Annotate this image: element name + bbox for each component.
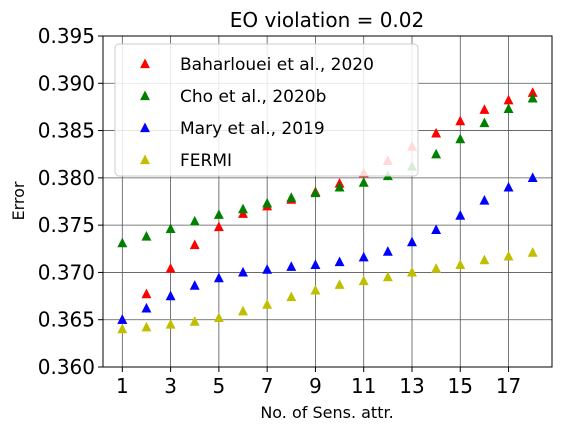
data-point — [141, 321, 152, 332]
data-point — [238, 266, 248, 277]
plot-frame — [102, 35, 553, 368]
y-tick-label: 0.390 — [38, 71, 95, 95]
y-tick-label: 0.370 — [38, 260, 95, 284]
data-point — [479, 195, 490, 205]
legend-marker — [140, 58, 150, 69]
data-point — [503, 250, 514, 261]
legend-marker — [140, 90, 150, 101]
data-point — [334, 181, 345, 192]
legend-label: FERMI — [180, 151, 232, 171]
data-point — [238, 203, 248, 214]
legend-marker — [140, 154, 150, 165]
data-point — [431, 148, 442, 159]
data-point — [213, 312, 224, 322]
data-point — [527, 92, 538, 103]
legend-label: Cho et al., 2020b — [180, 87, 326, 107]
data-point — [189, 280, 200, 290]
y-tick-label: 0.380 — [38, 166, 95, 190]
data-point — [262, 299, 273, 309]
data-point — [189, 316, 200, 326]
data-point — [527, 87, 538, 97]
x-tick-label: 9 — [309, 374, 322, 398]
data-point — [479, 117, 490, 128]
legend: Baharlouei et al., 2020 Cho et al., 2020b… — [114, 43, 419, 177]
data-point — [358, 177, 369, 187]
data-point — [165, 263, 176, 273]
data-point — [382, 246, 393, 256]
data-point — [455, 133, 466, 144]
legend-label: Baharlouei et al., 2020 — [180, 55, 374, 75]
x-tick-label: 11 — [351, 374, 376, 398]
y-axis-label: Error — [9, 181, 28, 220]
legend-box — [114, 43, 419, 177]
data-point — [431, 127, 442, 138]
y-tick-label: 0.395 — [38, 24, 95, 48]
data-point — [262, 197, 273, 208]
x-axis-label: No. of Sens. attr. — [260, 403, 393, 422]
x-tick-label: 5 — [213, 374, 226, 398]
x-tick-label: 1 — [116, 374, 129, 398]
chart-title: EO violation = 0.02 — [230, 8, 425, 32]
data-point — [455, 210, 466, 220]
y-tick-label: 0.365 — [38, 308, 95, 332]
x-tick-label: 17 — [496, 374, 521, 398]
data-point — [286, 291, 297, 302]
data-point — [407, 236, 417, 247]
data-point — [358, 275, 369, 286]
data-point — [358, 251, 369, 262]
data-point — [455, 259, 466, 269]
data-point — [527, 172, 538, 182]
legend-marker — [140, 122, 150, 133]
data-point — [262, 264, 273, 274]
x-tick-label: 13 — [399, 374, 424, 398]
data-point — [117, 314, 128, 324]
data-point — [382, 271, 393, 282]
data-point — [527, 247, 538, 257]
data-point — [141, 302, 152, 313]
data-point — [165, 290, 176, 301]
data-point — [431, 263, 442, 273]
x-tick-label: 7 — [261, 374, 274, 398]
data-point — [286, 261, 297, 271]
data-point — [213, 221, 224, 232]
data-point — [455, 115, 466, 126]
data-point — [503, 94, 514, 105]
data-point — [479, 254, 490, 265]
data-point — [189, 239, 200, 250]
data-point — [238, 305, 248, 316]
data-point — [189, 215, 200, 226]
data-point — [503, 103, 514, 113]
data-point — [479, 104, 490, 114]
x-axis-ticks: 1 3 5 7 9 11 13 15 17 — [116, 367, 521, 398]
data-point — [286, 192, 297, 202]
data-point — [503, 181, 514, 192]
data-point — [310, 284, 321, 295]
data-point — [334, 279, 345, 289]
data-point — [117, 323, 128, 334]
data-point — [141, 230, 152, 241]
series-3 — [117, 172, 538, 324]
data-point — [117, 237, 128, 248]
legend-label: Mary et al., 2019 — [180, 119, 325, 139]
data-point — [213, 272, 224, 283]
y-tick-label: 0.385 — [38, 119, 95, 143]
data-point — [431, 224, 442, 234]
data-point — [213, 209, 224, 219]
data-point — [165, 223, 176, 234]
x-tick-label: 3 — [164, 374, 177, 398]
x-tick-label: 15 — [448, 374, 473, 398]
data-point — [310, 187, 321, 198]
series-4 — [117, 247, 538, 334]
data-point — [165, 318, 176, 329]
data-point — [310, 259, 321, 269]
y-axis-ticks: 0.360 0.365 0.370 0.375 0.380 0.385 0.390 0.395 — [38, 24, 103, 379]
data-point — [334, 256, 345, 267]
data-point — [141, 288, 152, 299]
data-point — [407, 266, 417, 277]
y-tick-label: 0.375 — [38, 213, 95, 237]
y-tick-label: 0.360 — [38, 355, 95, 379]
